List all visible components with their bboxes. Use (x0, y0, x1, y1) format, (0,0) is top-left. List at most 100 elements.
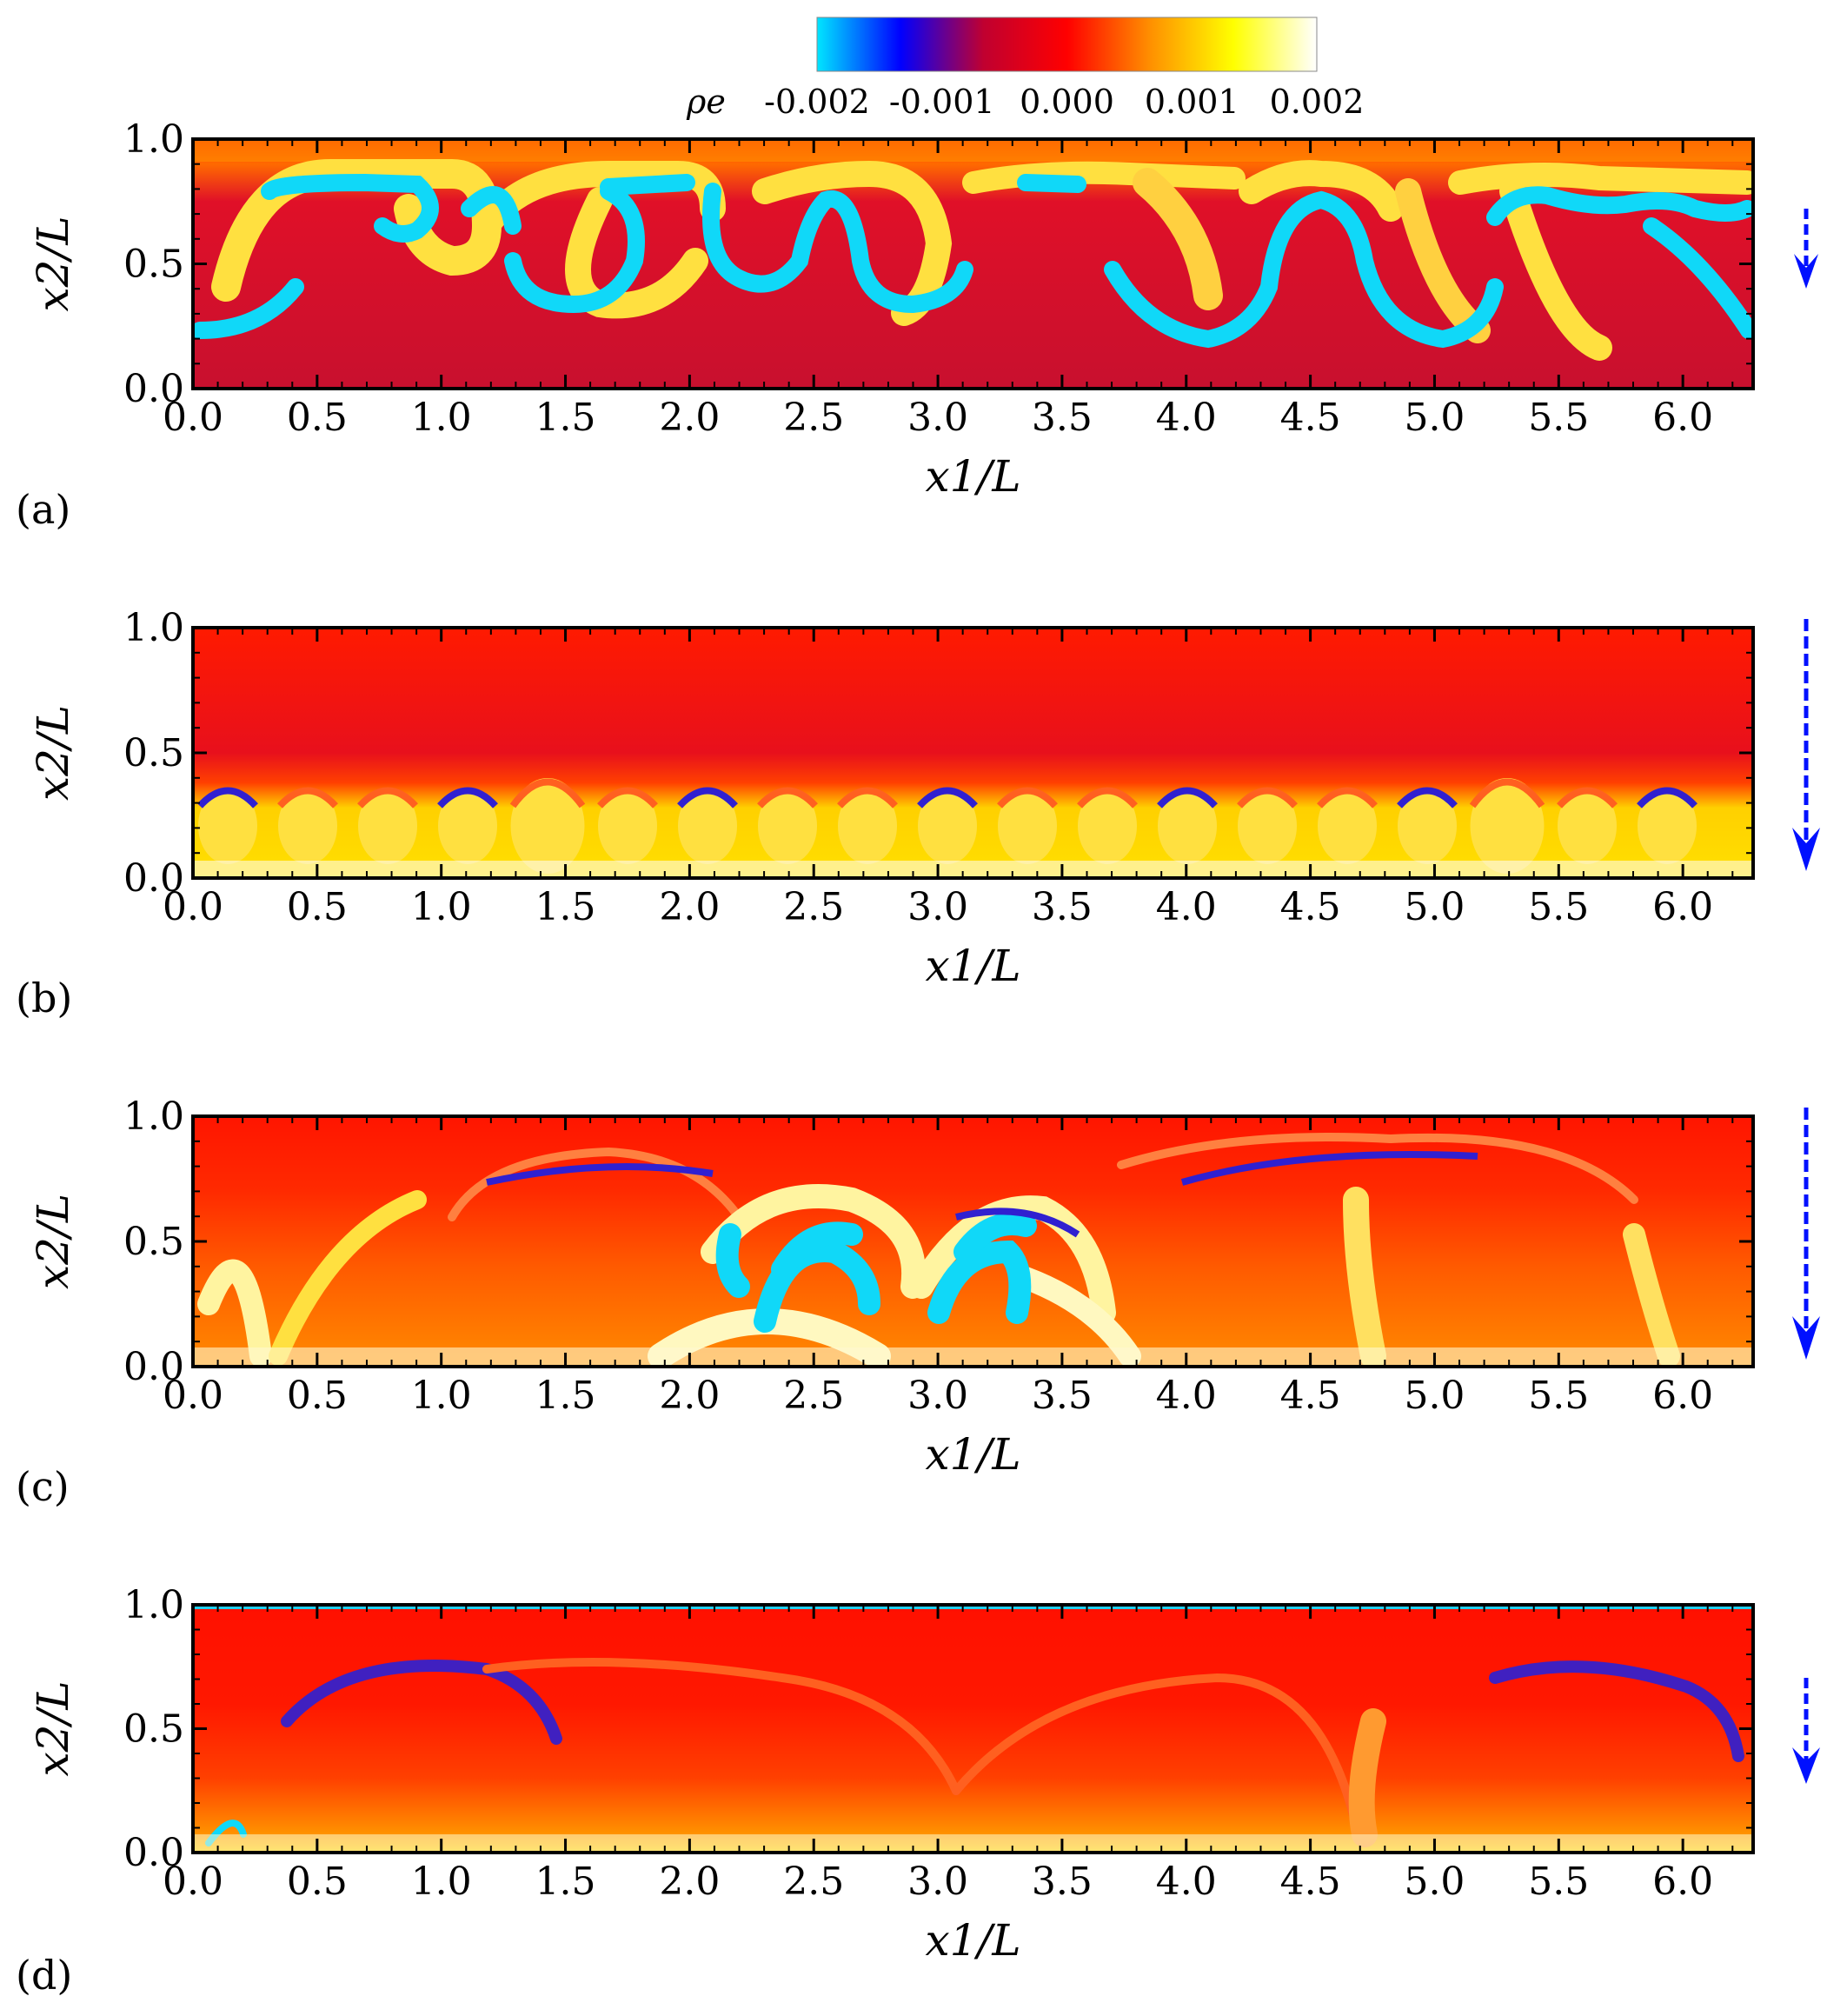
plume-edge (1157, 787, 1218, 808)
plume-cap (1078, 788, 1137, 864)
x-tick-label: 3.0 (907, 1374, 968, 1418)
x-tick-label: 6.0 (1652, 1860, 1713, 1904)
x-tick-label: 5.0 (1404, 885, 1465, 929)
x-tick-label: 5.5 (1528, 885, 1589, 929)
plume-edge (837, 787, 898, 808)
x-tick-label: 5.5 (1528, 1860, 1589, 1904)
plume-cap (598, 788, 657, 864)
plume-edge (1077, 787, 1138, 808)
plume-cap (1238, 788, 1297, 864)
plume-edge (1317, 787, 1378, 808)
y-tick-label: 1.0 (123, 1094, 184, 1139)
plume-edge (1237, 787, 1298, 808)
x-tick-label: 4.5 (1280, 396, 1341, 440)
panel-a: 0.0 0.5 1.0 1.5 2.0 2.5 3.0 3.5 4.0 4.5 5.0 5.5 6.0 0… (16, 117, 1818, 533)
x-tick-label: 0.5 (287, 396, 348, 440)
colorbar-tick-label: -0.001 (889, 83, 995, 121)
x-tick-label: 4.0 (1156, 1860, 1217, 1904)
y-axis-label: x2/L (28, 1194, 78, 1289)
colorbar-tick-label: 0.001 (1145, 83, 1239, 121)
panel-label-c: (c) (16, 1463, 70, 1510)
panel-label-b: (b) (16, 975, 72, 1021)
x-axis-label: x1/L (925, 941, 1020, 991)
x-tick-label: 5.0 (1404, 1860, 1465, 1904)
x-tick-label: 1.0 (411, 396, 472, 440)
plume-edge (757, 787, 818, 808)
plume-cap (278, 788, 337, 864)
x-axis-label: x1/L (925, 1429, 1020, 1480)
plume-cap (1158, 788, 1217, 864)
arrow-d (1792, 1678, 1820, 1784)
plume-cap (758, 788, 817, 864)
plume-edge (1557, 787, 1618, 808)
x-axis-label: x1/L (925, 451, 1020, 502)
x-tick-label: 1.0 (411, 885, 472, 929)
x-tick-label: 3.0 (907, 1860, 968, 1904)
plume-cap (510, 778, 585, 874)
plume-edge (1637, 787, 1698, 808)
colorbar: ρe -0.002 -0.001 0.000 0.001 0.002 (686, 17, 1364, 121)
x-tick-label: 6.0 (1652, 885, 1713, 929)
plume-edge (437, 787, 498, 808)
x-tick-label: 6.0 (1652, 396, 1713, 440)
x-tick-label: 4.5 (1280, 885, 1341, 929)
y-tick-label: 0.5 (123, 243, 184, 287)
x-tick-label: 2.5 (783, 1860, 844, 1904)
x-tick-label: 1.0 (411, 1374, 472, 1418)
x-tick-label: 4.0 (1156, 1374, 1217, 1418)
colorbar-tick-label: 0.002 (1270, 83, 1365, 121)
x-tick-label: 2.5 (783, 885, 844, 929)
colorbar-bar (816, 17, 1318, 72)
plume-cap (1398, 788, 1457, 864)
plume-cap (198, 788, 257, 864)
x-tick-label: 1.0 (411, 1860, 472, 1904)
y-tick-label: 0.5 (123, 731, 184, 775)
x-tick-label: 6.0 (1652, 1374, 1713, 1418)
y-tick-label: 0.5 (123, 1707, 184, 1752)
heatmap-a (193, 139, 1753, 389)
y-tick-label: 1.0 (123, 1583, 184, 1627)
colorbar-ticks: -0.002 -0.001 0.000 0.001 0.002 (764, 83, 1364, 121)
x-tick-label: 2.5 (783, 396, 844, 440)
plume-edge (1469, 778, 1545, 808)
x-tick-label: 0.0 (163, 396, 223, 440)
x-tick-label: 2.0 (659, 396, 720, 440)
panel-label-a: (a) (16, 486, 70, 533)
plume-cap (998, 788, 1057, 864)
plume-cap (1470, 778, 1545, 874)
plume-cap (1318, 788, 1377, 864)
plume-edge (509, 778, 586, 808)
x-tick-label: 1.5 (535, 885, 596, 929)
x-tick-label: 2.0 (659, 1374, 720, 1418)
plume-edge (277, 787, 338, 808)
x-tick-label: 2.0 (659, 1860, 720, 1904)
y-axis-label: x2/L (28, 705, 78, 801)
y-axis-label: x2/L (28, 216, 78, 311)
x-tick-label: 0.5 (287, 1374, 348, 1418)
y-tick-label: 0.0 (123, 856, 184, 901)
x-tick-label: 3.0 (907, 885, 968, 929)
x-tick-label: 0.0 (163, 1374, 223, 1418)
heatmap-c (193, 1116, 1753, 1367)
plume-cap (678, 788, 737, 864)
colorbar-tick-label: 0.000 (1020, 83, 1114, 121)
plume-cap (1558, 788, 1617, 864)
panel-c: 0.0 0.5 1.0 1.5 2.0 2.5 3.0 3.5 4.0 4.5 5.0 5.5 6.0 0… (16, 1094, 1820, 1510)
x-tick-label: 5.0 (1404, 1374, 1465, 1418)
plume-edge (917, 787, 978, 808)
x-tick-label: 5.5 (1528, 396, 1589, 440)
y-tick-label: 0.5 (123, 1220, 184, 1264)
plume-edge (197, 787, 258, 808)
plume-edge (677, 787, 738, 808)
x-tick-label: 2.5 (783, 1374, 844, 1418)
x-tick-label: 0.5 (287, 885, 348, 929)
heatmap-b (193, 628, 1753, 878)
axes-b: 0.0 0.5 1.0 1.5 2.0 2.5 3.0 3.5 4.0 4.5 5.0 5.5 6.0 0… (28, 606, 1753, 991)
plume-cap (918, 788, 977, 864)
arrow-c (1792, 1108, 1820, 1360)
heatmap-d (193, 1605, 1753, 1853)
x-tick-label: 4.0 (1156, 885, 1217, 929)
colorbar-label: ρe (686, 83, 726, 121)
y-axis-label: x2/L (28, 1680, 78, 1776)
